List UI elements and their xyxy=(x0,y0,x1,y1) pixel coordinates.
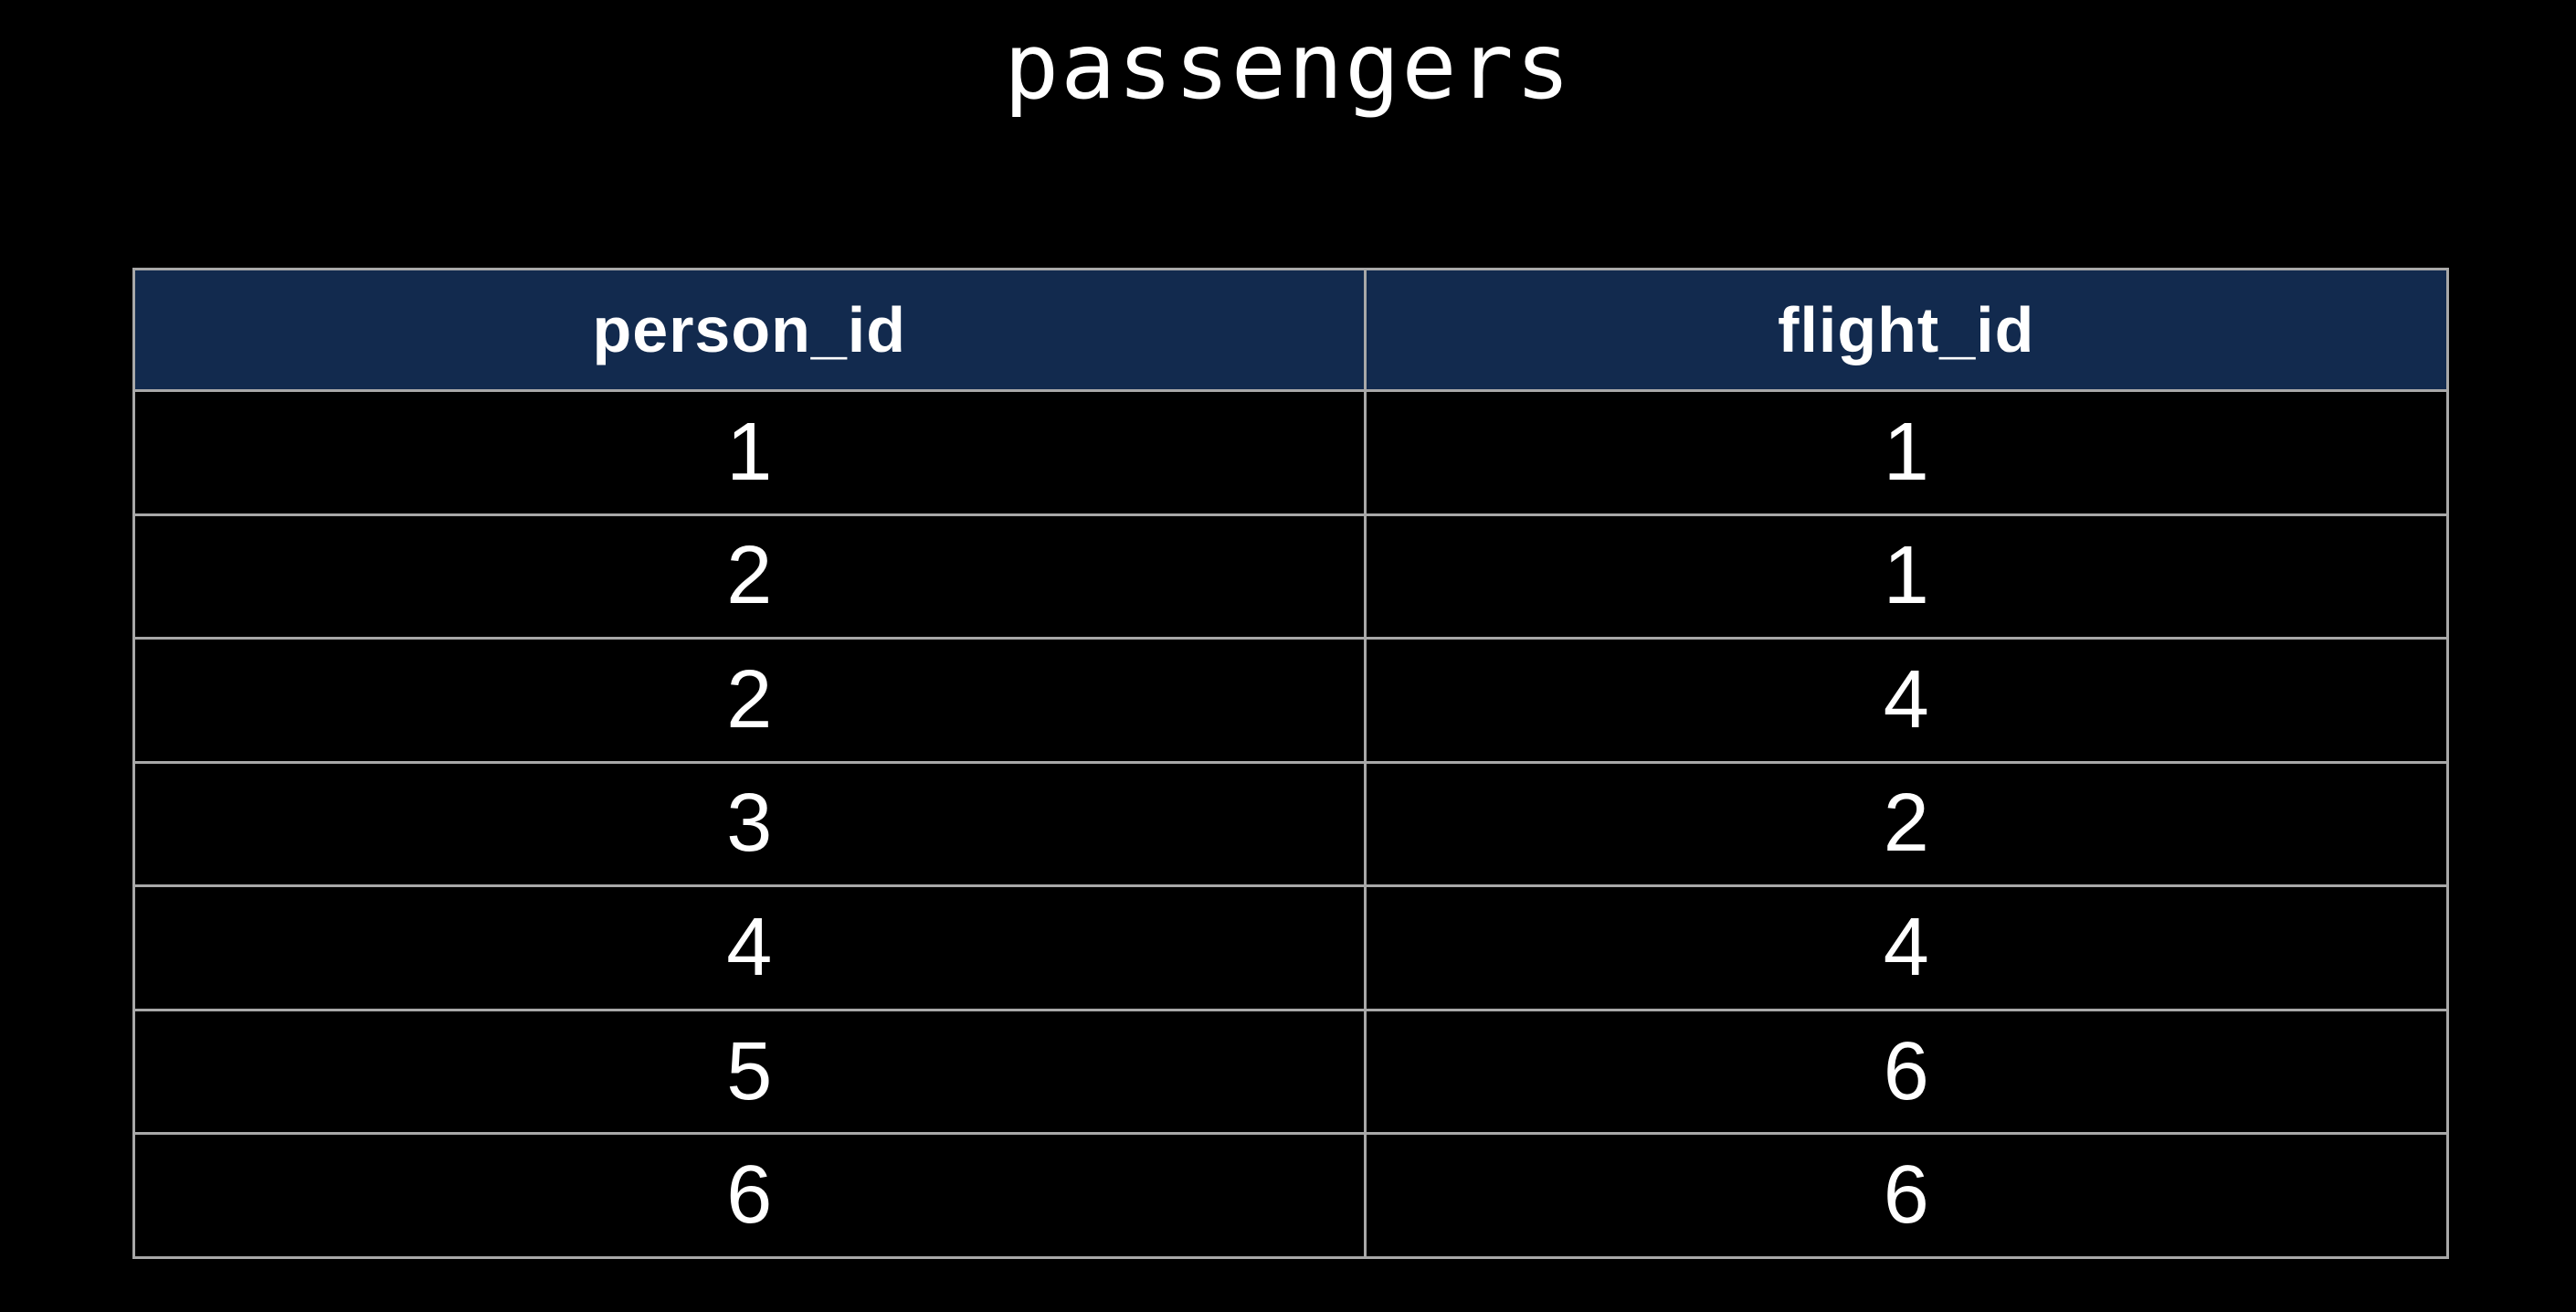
column-header-flight-id: flight_id xyxy=(1363,268,2450,392)
table-cell: 4 xyxy=(132,884,1367,1011)
table-cell: 4 xyxy=(1363,884,2450,1011)
header-row: person_id flight_id xyxy=(132,268,2450,392)
table-header: person_id flight_id xyxy=(132,268,2450,392)
slide-title: passengers xyxy=(1003,13,1573,120)
column-header-person-id: person_id xyxy=(132,268,1367,392)
table-cell: 6 xyxy=(132,1132,1367,1259)
table-cell: 1 xyxy=(1363,389,2450,516)
table-cell: 6 xyxy=(1363,1008,2450,1136)
table-cell: 4 xyxy=(1363,637,2450,764)
table-cell: 2 xyxy=(132,513,1367,640)
table-cell: 5 xyxy=(132,1008,1367,1136)
table-cell: 6 xyxy=(1363,1132,2450,1259)
table-cell: 1 xyxy=(1363,513,2450,640)
table-cell: 3 xyxy=(132,760,1367,888)
table-cell: 2 xyxy=(132,637,1367,764)
table-cell: 2 xyxy=(1363,760,2450,888)
table-cell: 1 xyxy=(132,389,1367,516)
